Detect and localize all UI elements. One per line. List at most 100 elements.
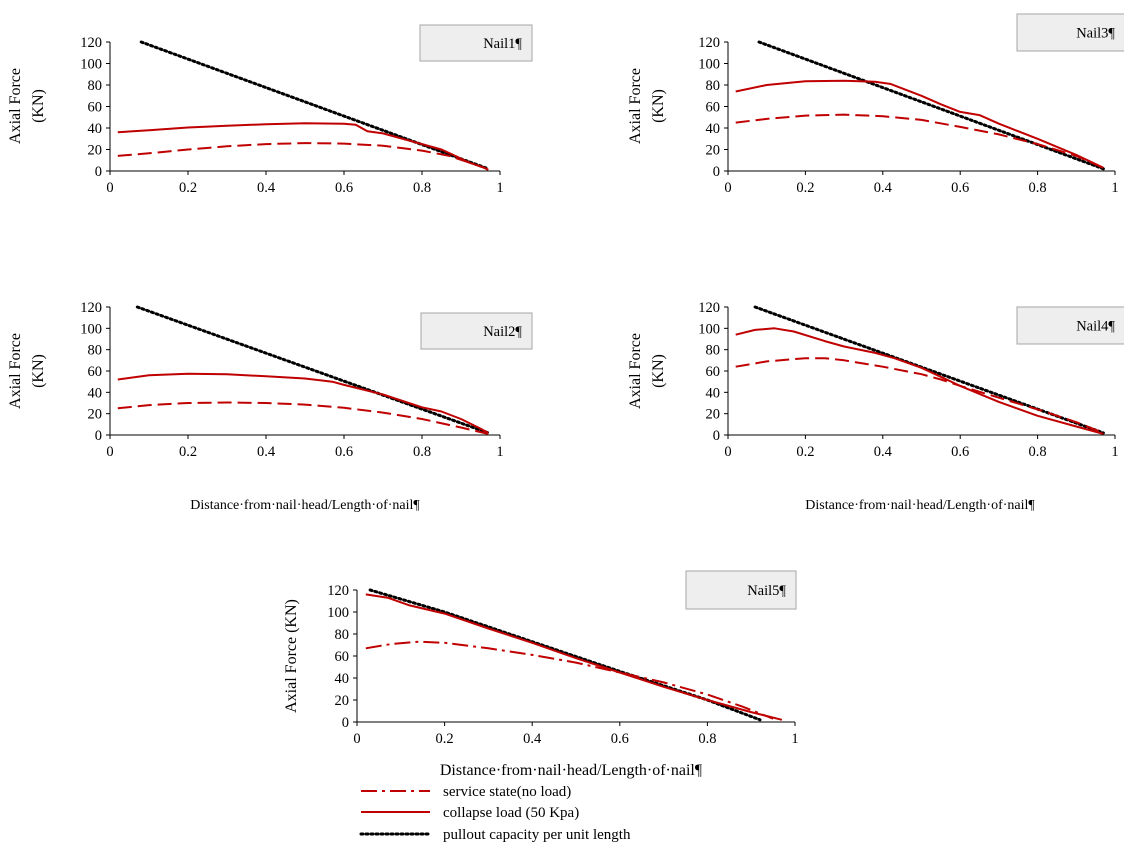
- panel-tag-box: [1016, 306, 1124, 345]
- series-line-dashed: [735, 113, 1104, 169]
- x-tick-label: 1: [791, 731, 798, 747]
- x-axis-label: Distance·from·nail·head/Length·of·nail¶: [190, 498, 420, 513]
- panel-tag-label: Nail4¶: [1076, 319, 1115, 335]
- y-tick-label: 40: [706, 385, 721, 401]
- y-axis-label: (KN): [650, 89, 667, 123]
- y-tick-label: 80: [706, 78, 721, 94]
- x-tick-label: 0: [353, 731, 360, 747]
- x-tick-label: 0: [724, 180, 731, 196]
- y-tick-label: 40: [88, 385, 103, 401]
- y-tick-label: 100: [80, 321, 102, 337]
- y-tick-label: 100: [698, 57, 720, 73]
- x-tick-label: 0.8: [413, 444, 431, 460]
- chart-nail3: 0 20 40 60 80 100 120 0 0.2 0.4 0.6 0.8 1 Axial Force…: [627, 13, 1124, 196]
- panel-tag-label: Nail3¶: [1076, 26, 1115, 42]
- series-line-solid: [735, 327, 1104, 435]
- y-axis-label: (KN): [30, 89, 47, 123]
- y-tick-label: 20: [335, 693, 350, 709]
- x-tick-label: 0: [106, 444, 113, 460]
- series-line-dotted: [753, 305, 1105, 435]
- y-tick-label: 0: [95, 164, 102, 180]
- y-tick-label: 60: [335, 649, 350, 665]
- chart-nail5: 0 20 40 60 80 100 120 0 0.2 0.4 0.6 0.8 1 Axial Force…: [283, 570, 799, 779]
- y-tick-label: 60: [706, 364, 721, 380]
- x-tick-label: 0.8: [698, 731, 716, 747]
- y-tick-label: 20: [706, 143, 721, 159]
- y-tick-label: 20: [706, 407, 721, 423]
- legend-label: service state(no load): [443, 784, 571, 800]
- y-tick-label: 120: [80, 35, 102, 51]
- chart-legend: service state(no load) collapse load (50 …: [359, 784, 631, 843]
- x-tick-label: 0.6: [951, 180, 969, 196]
- x-tick-label: 0.8: [1029, 444, 1047, 460]
- series-line-solid: [117, 372, 489, 434]
- x-tick-label: 0.4: [257, 180, 276, 196]
- chart-nail4: 0 20 40 60 80 100 120 0 0.2 0.4 0.6 0.8 1 Axial Force…: [627, 300, 1124, 513]
- series-line-dotted: [135, 305, 490, 435]
- series-line-dotted: [757, 40, 1105, 171]
- series-line-solid: [365, 593, 783, 721]
- y-axis-label: Axial Force: [627, 333, 644, 409]
- x-tick-label: 1: [1111, 444, 1118, 460]
- x-tick-label: 0.2: [436, 731, 454, 747]
- y-tick-label: 100: [80, 57, 102, 73]
- y-tick-label: 120: [80, 300, 102, 316]
- x-tick-label: 0.6: [611, 731, 629, 747]
- y-axis-label: Axial Force: [7, 333, 24, 409]
- y-tick-label: 40: [335, 671, 350, 687]
- y-tick-label: 80: [706, 343, 721, 359]
- x-tick-label: 1: [1111, 180, 1118, 196]
- chart-nail2: 0 20 40 60 80 100 120 0 0.2 0.4 0.6 0.8 1 Axial Force…: [7, 300, 533, 513]
- panel-tag-label: Nail2¶: [483, 324, 522, 340]
- legend-label: pullout capacity per unit length: [443, 827, 631, 843]
- series-line-solid: [117, 122, 489, 171]
- x-tick-label: 0.2: [796, 180, 814, 196]
- x-tick-label: 0: [106, 180, 113, 196]
- x-tick-label: 0.6: [335, 444, 353, 460]
- x-tick-label: 0.6: [335, 180, 353, 196]
- x-axis-label: Distance·from·nail·head/Length·of·nail¶: [440, 762, 703, 779]
- y-tick-label: 80: [335, 627, 350, 643]
- panel-tag-label: Nail1¶: [483, 36, 522, 52]
- x-tick-label: 0.4: [523, 731, 542, 747]
- panel-tag-box: [1016, 13, 1124, 52]
- legend-label: collapse load (50 Kpa): [443, 805, 579, 821]
- y-tick-label: 60: [88, 364, 103, 380]
- x-tick-label: 0.2: [179, 180, 197, 196]
- y-tick-label: 0: [342, 715, 349, 731]
- y-tick-label: 100: [327, 605, 349, 621]
- y-tick-label: 60: [88, 100, 103, 116]
- y-tick-label: 60: [706, 100, 721, 116]
- panel-tag-box: [419, 24, 533, 62]
- y-tick-label: 120: [698, 300, 720, 316]
- y-tick-label: 0: [713, 164, 720, 180]
- x-tick-label: 0.8: [413, 180, 431, 196]
- y-tick-label: 120: [327, 583, 349, 599]
- panel-tag-box: [685, 570, 797, 610]
- y-axis-label: (KN): [30, 354, 47, 388]
- x-tick-label: 0.2: [796, 444, 814, 460]
- series-line-dashed: [117, 401, 489, 435]
- y-tick-label: 20: [88, 143, 103, 159]
- x-tick-label: 0.8: [1029, 180, 1047, 196]
- y-tick-label: 0: [713, 428, 720, 444]
- x-tick-label: 1: [496, 180, 503, 196]
- x-tick-label: 0.4: [257, 444, 276, 460]
- x-tick-label: 0.2: [179, 444, 197, 460]
- y-tick-label: 100: [698, 321, 720, 337]
- chart-nail1: 0 20 40 60 80 100 120 0 0.2 0.4 0.6 0.8 1 Axial Force…: [7, 24, 533, 196]
- y-tick-label: 40: [706, 121, 721, 137]
- series-line-dashed: [117, 142, 489, 171]
- x-tick-label: 0: [724, 444, 731, 460]
- x-tick-label: 1: [496, 444, 503, 460]
- y-axis-label: Axial Force: [7, 68, 24, 144]
- y-tick-label: 20: [88, 407, 103, 423]
- y-tick-label: 80: [88, 78, 103, 94]
- series-line-dotted: [139, 40, 490, 171]
- series-line-dashed: [735, 357, 1104, 434]
- x-tick-label: 0.4: [874, 180, 893, 196]
- series-line-solid: [735, 79, 1104, 169]
- y-tick-label: 0: [95, 428, 102, 444]
- panel-tag-label: Nail5¶: [747, 583, 786, 599]
- y-axis-label: (KN): [650, 354, 667, 388]
